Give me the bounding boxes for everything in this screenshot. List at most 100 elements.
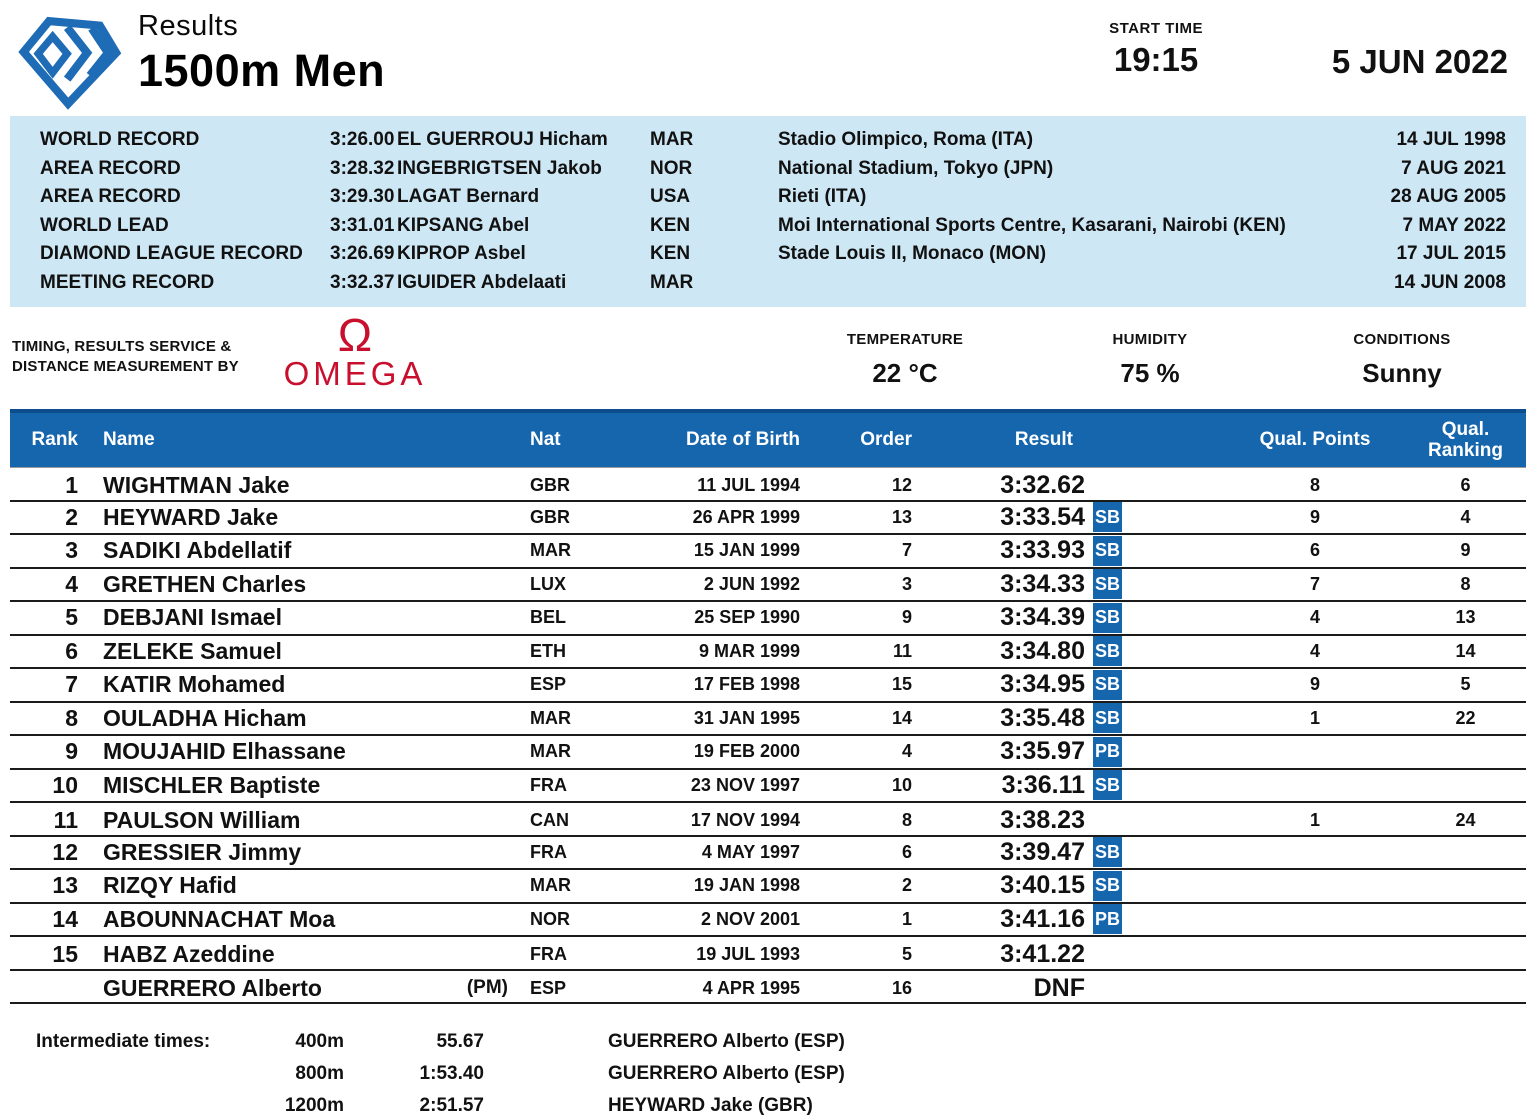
temperature-block: TEMPERATURE 22 °C bbox=[795, 331, 1015, 389]
timing-service-line1: TIMING, RESULTS SERVICE & bbox=[12, 338, 232, 355]
result-row: GUERRERO Alberto (PM) ESP 4 APR 1995 16 DNF bbox=[10, 971, 1526, 1004]
result-row: 8 OULADHA Hicham MAR 31 JAN 1995 14 3:35.48 SB… bbox=[10, 703, 1526, 736]
cell-result: DNF bbox=[1033, 973, 1085, 1002]
cell-dob: 17 FEB 1998 bbox=[693, 674, 800, 695]
results-table: Rank Name Nat Date of Birth Order Result… bbox=[10, 409, 1526, 1004]
record-date: 28 AUG 2005 bbox=[1390, 186, 1506, 208]
record-time: 3:26.00 bbox=[330, 129, 395, 151]
cell-order: 6 bbox=[901, 841, 912, 862]
cell-dob: 23 NOV 1997 bbox=[690, 774, 800, 795]
cell-rank: 15 bbox=[52, 941, 78, 967]
cell-rank: 13 bbox=[52, 872, 78, 899]
athlete-name: KATIR Mohamed bbox=[103, 671, 286, 698]
conditions-value: Sunny bbox=[1362, 358, 1442, 388]
cell-qual-points: 7 bbox=[1309, 573, 1320, 594]
athlete-name: RIZQY Hafid bbox=[103, 872, 237, 899]
record-row: WORLD RECORD 3:26.00 EL GUERROUJ Hicham MAR… bbox=[40, 126, 1506, 155]
header-rank: Rank bbox=[31, 429, 78, 450]
cell-dob: 19 FEB 2000 bbox=[693, 741, 800, 762]
cell-name: ABOUNNACHAT Moa bbox=[78, 906, 520, 933]
cell-result: 3:39.47 bbox=[1000, 837, 1085, 866]
header-order: Order bbox=[860, 429, 912, 450]
record-label: DIAMOND LEAGUE RECORD bbox=[40, 243, 303, 265]
intermediate-row: Intermediate times: 400m 55.67 GUERRERO Alb… bbox=[36, 1026, 1526, 1058]
cell-name: DEBJANI Ismael bbox=[78, 604, 520, 631]
cell-rank: 3 bbox=[65, 537, 78, 564]
record-date: 7 MAY 2022 bbox=[1402, 214, 1506, 236]
start-time-block: START TIME 19:15 bbox=[1109, 20, 1203, 79]
athlete-name: OULADHA Hicham bbox=[103, 704, 307, 731]
result-row: 2 HEYWARD Jake GBR 26 APR 1999 13 3:33.54 SB 9 4 bbox=[10, 502, 1526, 535]
cell-qual-points: 1 bbox=[1309, 810, 1320, 830]
cell-name: GRETHEN Charles bbox=[78, 571, 520, 598]
cell-nat: FRA bbox=[530, 841, 567, 862]
cell-dob: 11 JUL 1994 bbox=[697, 475, 800, 495]
cell-rank: 8 bbox=[65, 704, 78, 731]
cell-result: 3:35.97 bbox=[1000, 737, 1085, 766]
season-best-badge: SB bbox=[1093, 837, 1122, 868]
cell-qual-ranking: 8 bbox=[1460, 573, 1471, 594]
header-qual-points: Qual. Points bbox=[1259, 429, 1371, 450]
season-best-badge: SB bbox=[1093, 703, 1122, 734]
cell-dob: 15 JAN 1999 bbox=[693, 540, 800, 561]
cell-nat: FRA bbox=[530, 774, 567, 795]
cell-rank: 1 bbox=[65, 472, 78, 498]
season-best-badge: PB bbox=[1093, 904, 1122, 935]
cell-rank: 5 bbox=[65, 604, 78, 631]
cell-rank: 2 bbox=[65, 503, 78, 530]
cell-order: 13 bbox=[891, 506, 912, 527]
record-nat: MAR bbox=[650, 129, 694, 151]
cell-order: 15 bbox=[891, 674, 912, 695]
cell-badge: SB bbox=[1085, 636, 1205, 667]
cell-qual-ranking: 6 bbox=[1460, 475, 1471, 495]
record-label: WORLD RECORD bbox=[40, 129, 200, 151]
result-row: 9 MOUJAHID Elhassane MAR 19 FEB 2000 4 3:35.9… bbox=[10, 736, 1526, 770]
cell-nat: MAR bbox=[530, 741, 571, 762]
record-athlete: KIPROP Asbel bbox=[397, 243, 526, 265]
cell-order: 10 bbox=[891, 774, 912, 795]
season-best-badge: SB bbox=[1093, 669, 1122, 700]
cell-result: 3:32.62 bbox=[1000, 471, 1085, 499]
split-athlete: GUERRERO Alberto (ESP) bbox=[608, 1031, 845, 1052]
title-block: Results 1500m Men bbox=[138, 10, 385, 97]
results-label: Results bbox=[138, 10, 239, 42]
cell-nat: NOR bbox=[530, 908, 570, 929]
diamond-league-logo-icon bbox=[14, 12, 124, 110]
cell-qual-ranking: 13 bbox=[1455, 607, 1476, 628]
humidity-block: HUMIDITY 75 % bbox=[1040, 331, 1260, 389]
athlete-name: HEYWARD Jake bbox=[103, 503, 279, 530]
omega-symbol-icon: Ω bbox=[337, 309, 373, 361]
cell-badge: SB bbox=[1085, 602, 1205, 633]
cell-rank: 10 bbox=[52, 771, 78, 798]
cell-order: 12 bbox=[891, 475, 912, 495]
record-time: 3:28.32 bbox=[330, 157, 395, 179]
season-best-badge: SB bbox=[1093, 870, 1122, 901]
cell-result: 3:34.39 bbox=[1000, 603, 1085, 632]
record-date: 14 JUL 1998 bbox=[1396, 129, 1506, 151]
result-row: 6 ZELEKE Samuel ETH 9 MAR 1999 11 3:34.80 SB 4 1… bbox=[10, 636, 1526, 669]
record-date: 14 JUN 2008 bbox=[1394, 271, 1506, 293]
cell-name: MISCHLER Baptiste bbox=[78, 772, 520, 799]
cell-order: 5 bbox=[901, 944, 912, 964]
header-name: Name bbox=[103, 429, 155, 450]
record-time: 3:26.69 bbox=[330, 243, 395, 265]
cell-nat: ETH bbox=[530, 640, 566, 661]
season-best-badge: SB bbox=[1093, 535, 1122, 566]
result-row: 7 KATIR Mohamed ESP 17 FEB 1998 15 3:34.95 SB 9… bbox=[10, 669, 1526, 703]
season-best-badge: PB bbox=[1093, 736, 1122, 767]
cell-badge: SB bbox=[1085, 669, 1205, 700]
record-athlete: KIPSANG Abel bbox=[397, 214, 530, 236]
record-label: AREA RECORD bbox=[40, 186, 181, 208]
result-row: 10 MISCHLER Baptiste FRA 23 NOV 1997 10 3:36.… bbox=[10, 770, 1526, 803]
cell-dob: 9 MAR 1999 bbox=[698, 640, 800, 661]
omega-wordmark: OMEGA bbox=[283, 355, 427, 392]
cell-name: GRESSIER Jimmy bbox=[78, 839, 520, 866]
cell-qual-points: 9 bbox=[1309, 506, 1320, 527]
split-time: 1:53.40 bbox=[419, 1063, 484, 1084]
timing-service-label: TIMING, RESULTS SERVICE & DISTANCE MEASU… bbox=[12, 337, 239, 377]
season-best-badge: SB bbox=[1093, 602, 1122, 633]
cell-result: 3:36.11 bbox=[1001, 770, 1085, 799]
athlete-name: WIGHTMAN Jake bbox=[103, 472, 290, 498]
result-row: 15 HABZ Azeddine FRA 19 JUL 1993 5 3:41.22 bbox=[10, 937, 1526, 971]
